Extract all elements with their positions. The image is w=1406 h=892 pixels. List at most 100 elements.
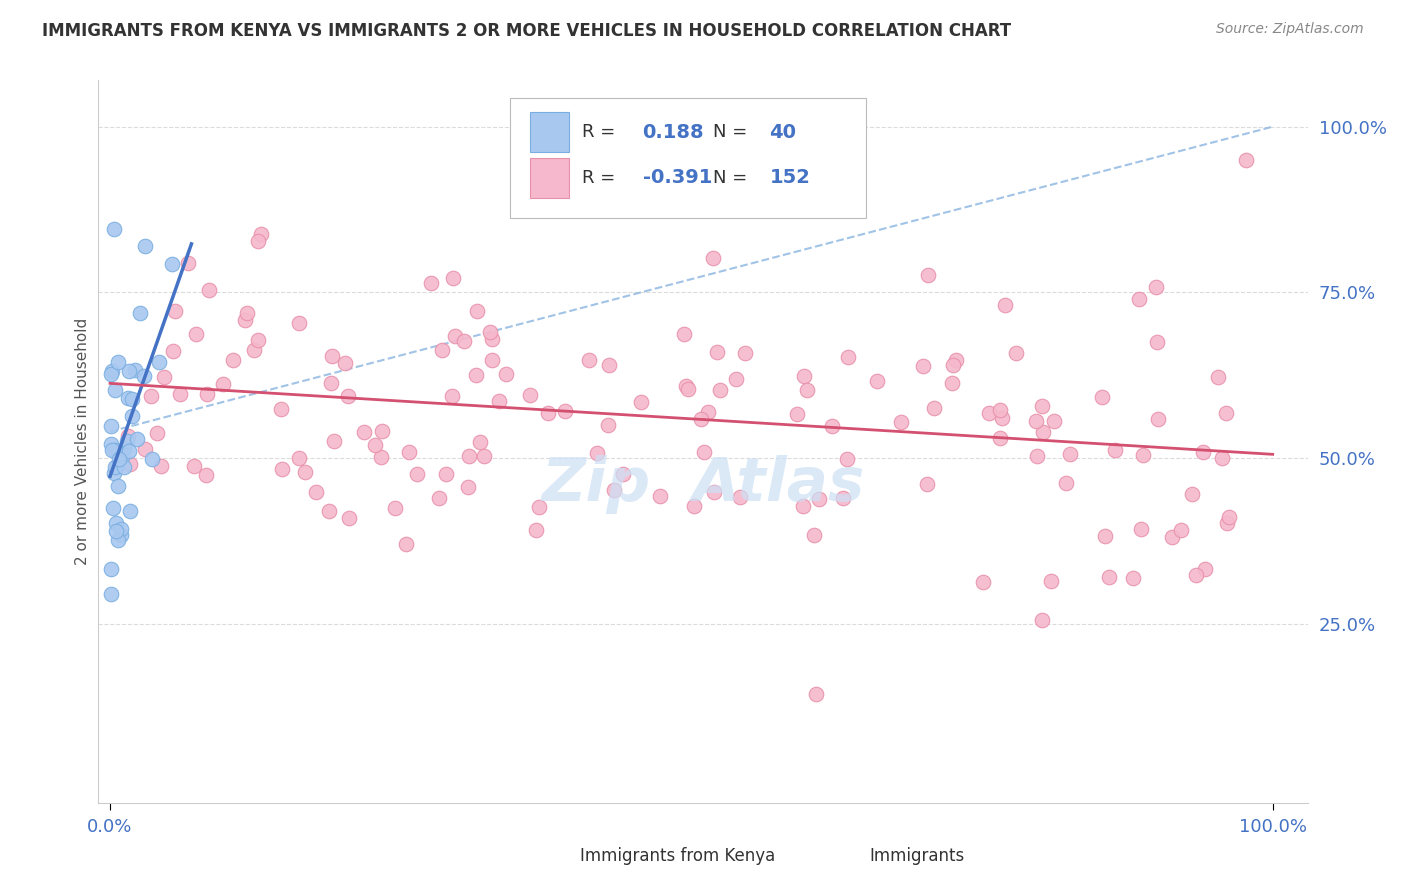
- Point: [865, 374, 887, 388]
- Point: [1146, 412, 1168, 426]
- Point: [1192, 445, 1215, 459]
- Point: [100, 368, 122, 382]
- Point: [1122, 571, 1144, 585]
- Point: [1181, 487, 1204, 501]
- Point: [1132, 448, 1154, 462]
- Point: [134, 239, 156, 253]
- Point: [162, 257, 184, 271]
- Point: [988, 403, 1011, 417]
- Point: [990, 411, 1012, 425]
- Point: [364, 438, 387, 452]
- Bar: [818, 841, 860, 877]
- Point: [1170, 523, 1192, 537]
- Point: [945, 353, 967, 368]
- Point: [1094, 529, 1116, 543]
- Point: [242, 343, 264, 358]
- Point: [118, 443, 141, 458]
- Point: [177, 256, 200, 270]
- Point: [835, 451, 858, 466]
- Point: [692, 445, 714, 459]
- Point: [517, 186, 540, 200]
- Text: Immigrants from Kenya: Immigrants from Kenya: [579, 847, 775, 865]
- Point: [488, 393, 510, 408]
- Point: [725, 372, 748, 386]
- Point: [111, 450, 134, 465]
- Point: [110, 523, 132, 537]
- Point: [288, 316, 311, 330]
- Point: [1032, 425, 1054, 440]
- Point: [554, 404, 576, 418]
- Point: [249, 227, 271, 241]
- Point: [112, 442, 135, 456]
- Text: Source: ZipAtlas.com: Source: ZipAtlas.com: [1216, 22, 1364, 37]
- Point: [118, 457, 141, 471]
- Point: [337, 389, 360, 403]
- Y-axis label: 2 or more Vehicles in Household: 2 or more Vehicles in Household: [75, 318, 90, 566]
- Point: [398, 445, 420, 459]
- Point: [148, 355, 170, 369]
- Text: 40: 40: [769, 123, 797, 142]
- Point: [832, 491, 855, 505]
- Point: [942, 358, 965, 372]
- Text: Zip  Atlas: Zip Atlas: [541, 456, 865, 515]
- Point: [337, 511, 360, 525]
- Point: [1025, 414, 1047, 428]
- Point: [734, 346, 756, 360]
- Point: [527, 500, 550, 514]
- Point: [675, 379, 697, 393]
- Point: [127, 432, 149, 446]
- FancyBboxPatch shape: [509, 98, 866, 218]
- Point: [169, 386, 191, 401]
- Text: N =: N =: [713, 169, 752, 186]
- Point: [115, 434, 138, 448]
- Point: [807, 492, 830, 507]
- Point: [103, 467, 125, 481]
- Point: [198, 283, 221, 297]
- Point: [163, 304, 186, 318]
- Point: [941, 376, 963, 390]
- Point: [103, 222, 125, 236]
- Point: [457, 450, 479, 464]
- Point: [806, 687, 828, 701]
- Point: [246, 334, 269, 348]
- Point: [195, 467, 218, 482]
- Point: [105, 524, 128, 539]
- Bar: [527, 841, 569, 877]
- Text: 152: 152: [769, 169, 810, 187]
- Point: [104, 384, 127, 398]
- Point: [108, 452, 131, 467]
- Point: [821, 419, 844, 434]
- Text: R =: R =: [582, 123, 621, 141]
- Point: [1146, 334, 1168, 349]
- Point: [184, 326, 207, 341]
- Point: [586, 446, 609, 460]
- Point: [370, 450, 392, 464]
- Point: [101, 442, 124, 457]
- Point: [1211, 450, 1233, 465]
- Point: [129, 306, 152, 320]
- Point: [481, 353, 503, 368]
- Point: [124, 363, 146, 377]
- Point: [121, 409, 143, 423]
- Point: [107, 533, 129, 547]
- Point: [1054, 475, 1077, 490]
- Point: [837, 350, 859, 364]
- Bar: [530, 158, 569, 198]
- Point: [121, 392, 143, 406]
- Point: [598, 418, 620, 433]
- Point: [323, 434, 346, 448]
- Point: [690, 412, 713, 426]
- Text: IMMIGRANTS FROM KENYA VS IMMIGRANTS 2 OR MORE VEHICLES IN HOUSEHOLD CORRELATION : IMMIGRANTS FROM KENYA VS IMMIGRANTS 2 OR…: [42, 22, 1011, 40]
- Point: [100, 436, 122, 450]
- Point: [1234, 153, 1257, 167]
- Point: [233, 313, 256, 327]
- Point: [728, 491, 751, 505]
- Point: [395, 537, 418, 551]
- Point: [786, 408, 808, 422]
- Point: [270, 402, 292, 417]
- Point: [1218, 509, 1240, 524]
- Point: [1005, 346, 1028, 360]
- Point: [440, 388, 463, 402]
- Point: [1039, 574, 1062, 588]
- Point: [371, 424, 394, 438]
